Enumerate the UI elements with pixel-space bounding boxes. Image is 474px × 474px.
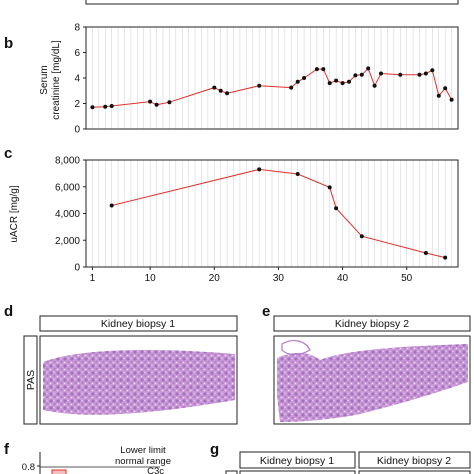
uacr-data-point — [109, 203, 114, 208]
panel-g-col2-title: Kidney biopsy 2 — [377, 455, 451, 467]
uacr-y-tick-label: 4,000 — [55, 209, 80, 220]
uacr-data-point — [327, 185, 332, 190]
panel-g-col2-box — [358, 451, 471, 469]
uacr-x-tick-label: 40 — [337, 273, 349, 284]
uacr-data-point — [423, 251, 428, 255]
creatinine-data-point — [398, 72, 403, 77]
creatinine-data-point — [167, 100, 172, 105]
uacr-x-tick-label: 10 — [145, 273, 157, 284]
uacr-data-point — [443, 255, 448, 260]
creatinine-data-point — [334, 78, 339, 83]
creatinine-y-tick-label: 4 — [74, 74, 80, 85]
creatinine-data-point — [366, 66, 371, 71]
uacr-data-point — [257, 167, 262, 172]
uacr-y-ticks: 0 2,000 4,000 6,000 8,000 — [55, 156, 86, 274]
creatinine-data-point — [417, 72, 422, 77]
uacr-x-tick-label: 1 — [90, 273, 96, 284]
creatinine-data-point — [148, 99, 153, 104]
uacr-y-tick-label: 0 — [74, 263, 80, 274]
creatinine-data-point — [257, 83, 262, 88]
panel-letter-f: f — [4, 441, 10, 458]
panel-g-image-stub-2 — [358, 470, 471, 474]
uacr-chart: 0 2,000 4,000 6,000 8,000 1 10 20 30 40 50 uACR [… — [9, 156, 459, 284]
creatinine-data-point — [314, 67, 319, 72]
panel-g-col1-title: Kidney biopsy 1 — [260, 455, 334, 467]
uacr-y-tick-label: 8,000 — [55, 156, 80, 167]
panel-letter-d: d — [4, 303, 13, 320]
panel-a-frame-remnant — [85, 0, 459, 5]
uacr-x-ticks: 1 10 20 30 40 50 — [90, 267, 413, 284]
panel-g-row-stub — [225, 470, 238, 474]
biopsy1-title-box — [39, 315, 238, 332]
creatinine-data-point — [90, 105, 95, 110]
biopsy2-tissue-image — [277, 344, 468, 422]
creatinine-data-point — [218, 88, 223, 93]
uacr-x-tick-label: 30 — [273, 273, 285, 284]
uacr-x-tick-label: 50 — [401, 273, 413, 284]
creatinine-data-point — [340, 81, 345, 86]
stain-label-box — [23, 335, 38, 425]
creatinine-data-point — [289, 85, 294, 90]
creatinine-data-point — [353, 73, 358, 78]
panel-g-col1-box — [239, 451, 356, 469]
creatinine-data-point — [443, 86, 448, 91]
creatinine-chart: 0 2 4 6 8 Serum creatinine [mg/dL] — [39, 23, 459, 136]
panel-f: 0.8 Lower limit normal range C3c — [22, 445, 171, 474]
creatinine-data-point — [372, 83, 377, 88]
biopsy2-title-box — [273, 315, 471, 332]
creatinine-data-point — [212, 85, 217, 90]
creatinine-data-point — [430, 68, 435, 73]
uacr-x-tick-label: 20 — [209, 273, 221, 284]
uacr-y-tick-label: 6,000 — [55, 182, 80, 193]
biopsy1-tissue-image — [43, 350, 235, 415]
creatinine-data-point — [423, 71, 428, 76]
panel-g: Kidney biopsy 1 Kidney biopsy 2 — [225, 451, 471, 474]
lower-limit-label-line2: normal range — [115, 456, 171, 467]
stain-label: PAS — [25, 370, 37, 390]
creatinine-points — [90, 66, 454, 110]
biopsy2-title: Kidney biopsy 2 — [335, 318, 409, 330]
uacr-y-tick-label: 2,000 — [55, 236, 80, 247]
creatinine-data-point — [295, 79, 300, 84]
biopsy2-tissue-fragment — [281, 340, 311, 356]
uacr-data-point — [295, 172, 300, 176]
uacr-points — [109, 167, 448, 260]
uacr-data-point — [359, 234, 364, 239]
panel-letter-g: g — [210, 441, 219, 458]
creatinine-y-tick-label: 0 — [74, 125, 80, 136]
creatinine-data-point — [302, 76, 307, 80]
creatinine-y-ticks: 0 2 4 6 8 — [74, 23, 86, 136]
creatinine-data-point — [327, 81, 332, 86]
creatinine-data-point — [449, 97, 454, 102]
creatinine-ylabel-line1: Serum — [39, 65, 50, 94]
creatinine-data-point — [103, 104, 108, 109]
panel-letter-c: c — [4, 145, 12, 162]
creatinine-grid — [92, 27, 452, 129]
uacr-ylabel: uACR [mg/g] — [9, 185, 20, 242]
uacr-data-point — [334, 206, 339, 211]
creatinine-data-point — [225, 91, 230, 96]
creatinine-y-tick-label: 2 — [74, 99, 80, 110]
creatinine-data-point — [436, 93, 441, 98]
uacr-grid — [92, 160, 452, 267]
biopsy1-title: Kidney biopsy 1 — [101, 318, 175, 330]
creatinine-data-point — [347, 79, 351, 84]
creatinine-y-tick-label: 6 — [74, 48, 80, 59]
creatinine-y-tick-label: 8 — [74, 23, 80, 34]
panel-f-tick-label: 0.8 — [22, 462, 35, 473]
panel-letter-b: b — [4, 35, 13, 52]
panel-f-bar — [51, 469, 67, 474]
lower-limit-label-line1: Lower limit — [120, 445, 166, 456]
creatinine-data-point — [321, 67, 326, 72]
uacr-series-line — [111, 168, 446, 259]
creatinine-data-point — [359, 72, 364, 77]
creatinine-ylabel-line2: creatinine [mg/dL] — [51, 40, 62, 120]
panel-letter-e: e — [262, 303, 270, 320]
panel-g-image-stub-1 — [239, 470, 356, 474]
creatinine-data-point — [379, 71, 383, 76]
creatinine-data-point — [109, 104, 114, 108]
c3c-label: C3c — [147, 466, 164, 474]
creatinine-data-point — [154, 102, 159, 107]
